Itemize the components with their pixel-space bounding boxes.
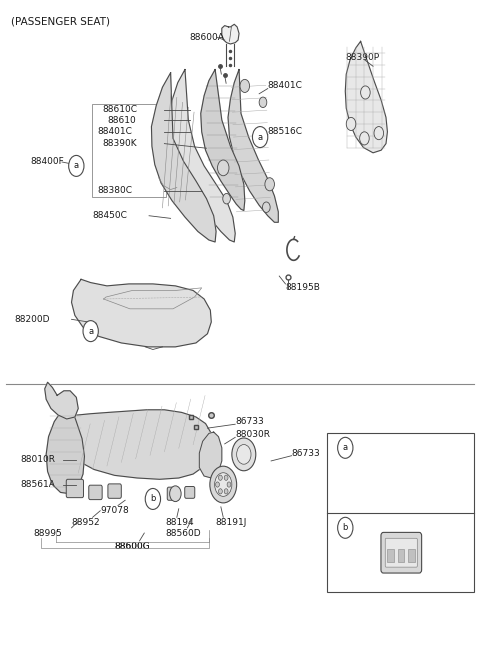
Text: 88610C: 88610C xyxy=(102,105,137,114)
Text: 88516C: 88516C xyxy=(268,127,303,136)
Text: 86733: 86733 xyxy=(292,449,321,457)
Polygon shape xyxy=(72,279,211,347)
Circle shape xyxy=(169,486,181,501)
Circle shape xyxy=(346,118,356,131)
Circle shape xyxy=(69,156,84,176)
Circle shape xyxy=(224,475,228,480)
Circle shape xyxy=(145,488,160,509)
Bar xyxy=(387,549,394,562)
Text: (PASSENGER SEAT): (PASSENGER SEAT) xyxy=(11,16,110,26)
Text: 88952: 88952 xyxy=(72,518,100,527)
Text: 88010R: 88010R xyxy=(21,455,56,464)
Circle shape xyxy=(217,160,229,175)
Text: 88627: 88627 xyxy=(361,443,393,453)
Text: 88380C: 88380C xyxy=(97,187,132,195)
Text: a: a xyxy=(258,133,263,141)
Circle shape xyxy=(259,97,267,108)
Polygon shape xyxy=(201,70,245,210)
Circle shape xyxy=(237,445,251,464)
Text: 88195B: 88195B xyxy=(286,283,320,292)
Polygon shape xyxy=(345,41,387,153)
Circle shape xyxy=(216,482,219,487)
FancyBboxPatch shape xyxy=(66,480,84,497)
Circle shape xyxy=(263,202,270,212)
Bar xyxy=(327,434,474,592)
Polygon shape xyxy=(228,70,278,222)
Text: 88600G: 88600G xyxy=(115,541,150,551)
FancyBboxPatch shape xyxy=(89,485,102,499)
Bar xyxy=(398,549,404,562)
Text: 88191J: 88191J xyxy=(215,518,247,527)
Text: 88194: 88194 xyxy=(166,518,194,527)
Circle shape xyxy=(232,438,256,471)
Text: 88200D: 88200D xyxy=(14,315,49,324)
Circle shape xyxy=(210,466,237,503)
Polygon shape xyxy=(169,70,235,242)
Circle shape xyxy=(223,193,230,204)
Text: 88030R: 88030R xyxy=(235,430,270,440)
Text: b: b xyxy=(150,495,156,503)
Text: 88400F: 88400F xyxy=(30,158,64,166)
Text: b: b xyxy=(343,524,348,532)
FancyBboxPatch shape xyxy=(167,487,179,500)
FancyBboxPatch shape xyxy=(385,538,417,567)
Text: 88390K: 88390K xyxy=(102,139,137,148)
FancyBboxPatch shape xyxy=(108,484,121,498)
FancyBboxPatch shape xyxy=(185,486,195,498)
Polygon shape xyxy=(152,73,216,242)
Text: 88560D: 88560D xyxy=(166,528,202,537)
Circle shape xyxy=(215,473,232,496)
Circle shape xyxy=(265,177,275,191)
Text: 88561A: 88561A xyxy=(21,480,56,489)
Polygon shape xyxy=(199,432,222,478)
Text: 88390P: 88390P xyxy=(345,53,379,62)
Circle shape xyxy=(227,482,231,487)
Text: 88600G: 88600G xyxy=(115,541,150,551)
Text: 88401C: 88401C xyxy=(268,81,302,91)
Polygon shape xyxy=(45,382,78,419)
Text: 97078: 97078 xyxy=(100,507,129,515)
Polygon shape xyxy=(222,24,239,44)
Circle shape xyxy=(360,86,370,99)
Text: a: a xyxy=(88,327,93,336)
Polygon shape xyxy=(46,404,84,493)
FancyBboxPatch shape xyxy=(381,532,421,573)
Text: a: a xyxy=(343,443,348,452)
Polygon shape xyxy=(62,410,214,480)
Text: 88600A: 88600A xyxy=(190,33,225,42)
Circle shape xyxy=(337,438,353,459)
Text: 88509A: 88509A xyxy=(361,523,399,533)
Circle shape xyxy=(218,489,222,494)
Circle shape xyxy=(83,321,98,342)
Bar xyxy=(408,549,415,562)
Text: 88401C: 88401C xyxy=(97,127,132,136)
Circle shape xyxy=(252,127,268,148)
Circle shape xyxy=(240,79,250,93)
Circle shape xyxy=(360,132,369,145)
Text: a: a xyxy=(74,162,79,170)
Circle shape xyxy=(337,517,353,538)
Circle shape xyxy=(218,475,222,480)
Text: 88610: 88610 xyxy=(107,116,136,125)
Circle shape xyxy=(224,489,228,494)
Text: 88995: 88995 xyxy=(33,528,62,537)
Text: 86733: 86733 xyxy=(235,417,264,426)
Text: 88450C: 88450C xyxy=(93,212,128,220)
Circle shape xyxy=(374,127,384,140)
